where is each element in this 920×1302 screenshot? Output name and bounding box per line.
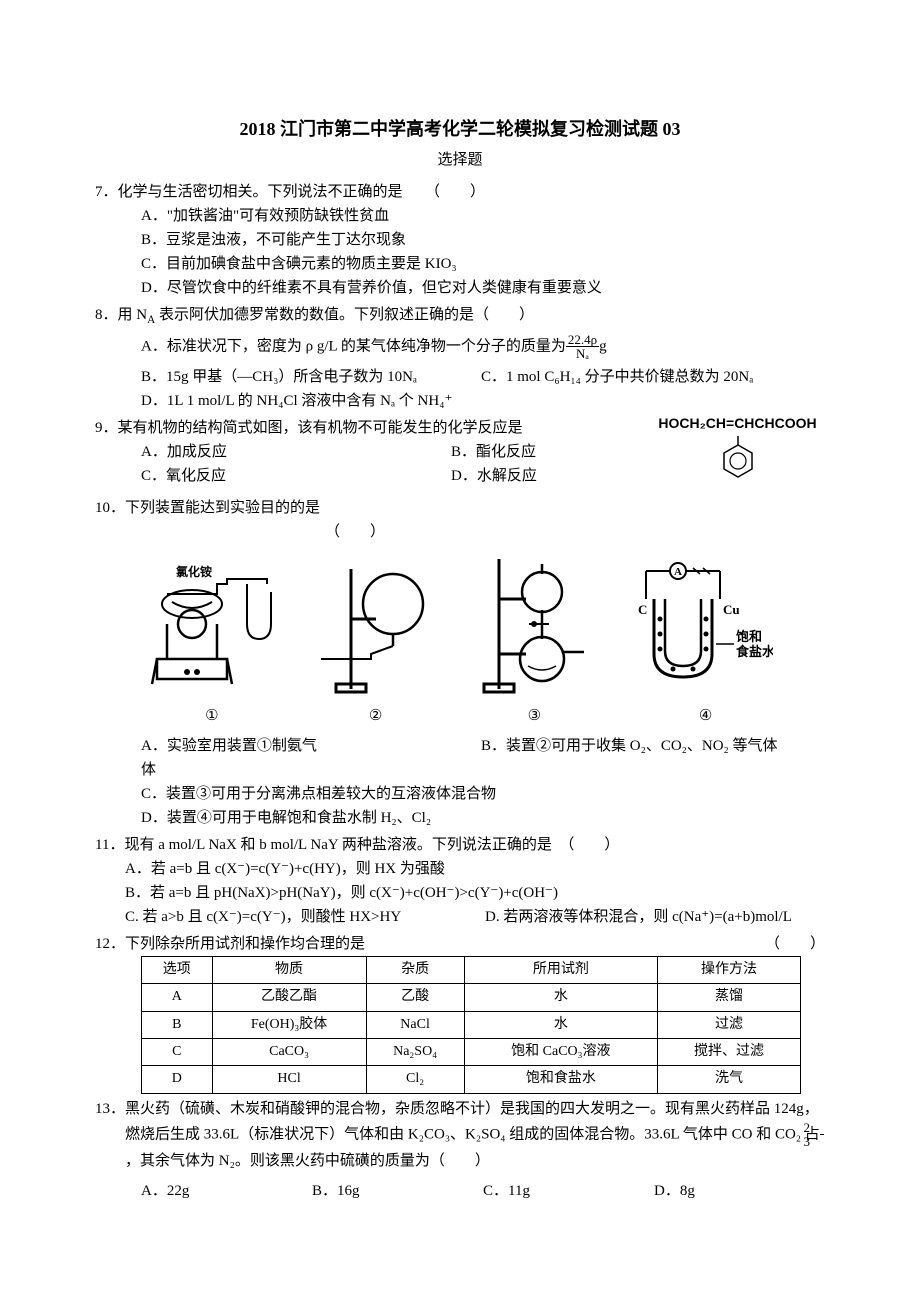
q8-stem: 8．用 NA 表示阿伏加德罗常数的数值。下列叙述正确的是（ ） [95,303,825,329]
question-12: 12．下列除杂所用试剂和操作均合理的是 （ ） 选项 物质 杂质 所用试剂 操作… [95,932,825,1094]
svg-text:C: C [638,602,647,617]
apparatus-2: ② [321,564,431,728]
q12-stem-row: 12．下列除杂所用试剂和操作均合理的是 （ ） [95,932,825,956]
q12-paren: （ ） [765,932,825,956]
apparatus-row: 氯化铵 ① [95,544,825,734]
q9-row-cd: C．氧化反应 D．水解反应 [95,464,650,488]
question-8: 8．用 NA 表示阿伏加德罗常数的数值。下列叙述正确的是（ ） A．标准状况下，… [95,303,825,413]
q7-opt-b: B．豆浆是浊液，不可能产生丁达尔现象 [95,228,825,252]
q12-stem: 12．下列除杂所用试剂和操作均合理的是 [95,932,365,956]
svg-text:Cu: Cu [723,602,740,617]
q10-opt-d: D．装置④可用于电解饱和食盐水制 H₂、Cl₂ [95,806,825,830]
table-row: CCaCO₃Na₂SO₄饱和 CaCO₃溶液搅拌、过滤 [142,1039,801,1066]
benzene-ring-icon [718,436,758,486]
q7-opt-c: C．目前加碘食盐中含碘元素的物质主要是 KIO₃ [95,252,825,276]
question-10: 10．下列装置能达到实验目的的是 （ ） 氯化铵 ① [95,496,825,830]
structure-formula: HOCH₂CH=CHCHCOOH [650,412,825,434]
q10-opt-b: B．装置②可用于收集 O₂、CO₂、NO₂ 等气体 [481,734,825,758]
q13-opt-b: B．16g [312,1179,483,1203]
page-title: 2018 江门市第二中学高考化学二轮模拟复习检测试题 03 [95,115,825,144]
th-method: 操作方法 [658,956,801,983]
svg-text:氯化铵: 氯化铵 [176,564,212,579]
q10-tail: 体 [95,758,825,782]
q11-row-cd: C. 若 a>b 且 c(X⁻)=c(Y⁻)，则酸性 HX>HY D. 若两溶液… [95,905,825,929]
q8-opt-d: D．1L 1 mol/L 的 NH₄Cl 溶液中含有 Nₐ 个 NH₄⁺ [95,389,825,413]
q10-stem: 10．下列装置能达到实验目的的是 [95,496,825,520]
th-substance: 物质 [212,956,366,983]
q10-paren: （ ） [95,520,825,544]
q7-stem: 7．化学与生活密切相关。下列说法不正确的是 （ ） [95,180,825,204]
q13-opt-d: D．8g [654,1179,825,1203]
q13-options: A．22g B．16g C．11g D．8g [95,1179,825,1203]
q7-opt-d: D．尽管饮食中的纤维素不具有营养价值，但它对人类健康有重要意义 [95,276,825,300]
th-option: 选项 [142,956,213,983]
q8-opt-a: A．标准状况下，密度为 ρ g/L 的某气体纯净物一个分子的质量为22.4ρNₐ… [95,333,825,361]
apparatus-3: ③ [474,554,594,728]
th-reagent: 所用试剂 [464,956,657,983]
q9-opt-a: A．加成反应 [141,440,451,464]
purify-table: 选项 物质 杂质 所用试剂 操作方法 A乙酸乙酯乙酸水蒸馏 BFe(OH)₃胶体… [141,956,801,1094]
question-13: 13．黑火药（硫磺、木炭和硝酸钾的混合物，杂质忽略不计）是我国的四大发明之一。现… [95,1097,825,1203]
q7-opt-a: A．"加铁酱油"可有效预防缺铁性贫血 [95,204,825,228]
q8-opt-b: B．15g 甲基（—CH₃）所含电子数为 10Nₐ [141,365,481,389]
q11-opt-a: A．若 a=b 且 c(X⁻)=c(Y⁻)+c(HY)，则 HX 为强酸 [95,857,825,881]
q11-opt-d: D. 若两溶液等体积混合，则 c(Na⁺)=(a+b)mol/L [485,905,792,929]
q10-row-ab: A．实验室用装置①制氨气 B．装置②可用于收集 O₂、CO₂、NO₂ 等气体 [95,734,825,758]
q8-opt-c: C．1 mol C₆H₁₄ 分子中共价键总数为 20Nₐ [481,365,825,389]
th-impurity: 杂质 [366,956,464,983]
q13-opt-a: A．22g [141,1179,312,1203]
question-9: HOCH₂CH=CHCHCOOH 9．某有机物的结构简式如图，该有机物不可能发生… [95,416,825,493]
table-row: A乙酸乙酯乙酸水蒸馏 [142,984,801,1011]
question-11: 11．现有 a mol/L NaX 和 b mol/L NaY 两种盐溶液。下列… [95,833,825,929]
apparatus-1: 氯化铵 ① [147,564,277,728]
q9-row-ab: A．加成反应 B．酯化反应 [95,440,650,464]
q10-opt-a: A．实验室用装置①制氨气 [141,734,481,758]
q9-opt-c: C．氧化反应 [141,464,451,488]
svg-text:食盐水: 食盐水 [736,644,773,659]
q11-stem: 11．现有 a mol/L NaX 和 b mol/L NaY 两种盐溶液。下列… [95,833,825,857]
table-row: BFe(OH)₃胶体NaCl水过滤 [142,1011,801,1038]
q9-opt-b: B．酯化反应 [451,440,650,464]
table-header-row: 选项 物质 杂质 所用试剂 操作方法 [142,956,801,983]
q8-row-bc: B．15g 甲基（—CH₃）所含电子数为 10Nₐ C．1 mol C₆H₁₄ … [95,365,825,389]
q11-opt-c: C. 若 a>b 且 c(X⁻)=c(Y⁻)，则酸性 HX>HY [125,905,485,929]
question-7: 7．化学与生活密切相关。下列说法不正确的是 （ ） A．"加铁酱油"可有效预防缺… [95,180,825,300]
q13-opt-c: C．11g [483,1179,654,1203]
apparatus-4: A C Cu 饱和 食盐水 ④ [638,559,773,728]
section-subtitle: 选择题 [95,148,825,172]
svg-text:A: A [674,566,682,578]
q11-opt-b: B．若 a=b 且 pH(NaX)>pH(NaY)，则 c(X⁻)+c(OH⁻)… [95,881,825,905]
table-row: DHClCl₂饱和食盐水洗气 [142,1066,801,1093]
q9-opt-d: D．水解反应 [451,464,650,488]
q13-stem: 13．黑火药（硫磺、木炭和硝酸钾的混合物，杂质忽略不计）是我国的四大发明之一。现… [95,1097,825,1173]
svg-text:饱和: 饱和 [735,629,762,644]
q10-opt-c: C．装置③可用于分离沸点相差较大的互溶液体混合物 [95,782,825,806]
structure-figure: HOCH₂CH=CHCHCOOH [650,412,825,493]
